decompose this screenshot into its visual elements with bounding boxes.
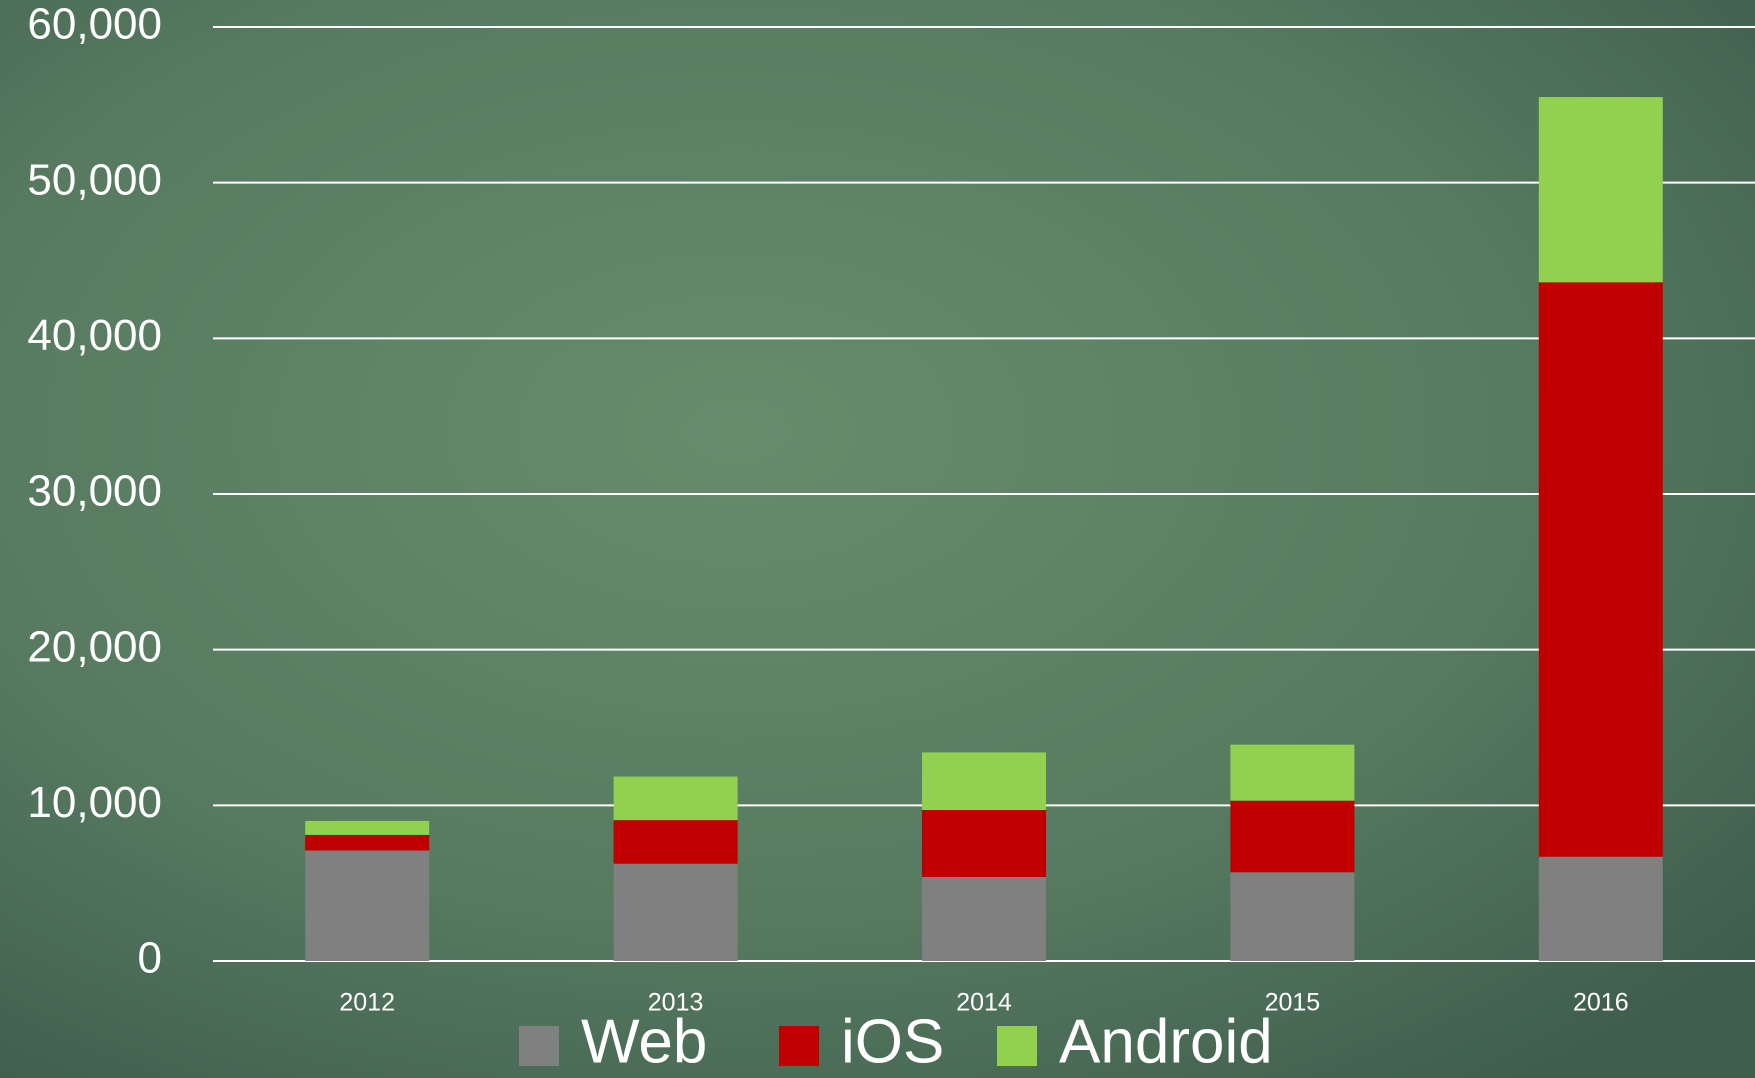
y-tick-label: 0 <box>138 934 162 983</box>
bar-segment <box>305 834 430 851</box>
bar-segment <box>613 776 738 821</box>
bar-segment <box>305 850 430 961</box>
bar-segment <box>305 820 430 835</box>
y-tick-label: 20,000 <box>27 622 162 671</box>
bar-segment <box>1538 282 1663 857</box>
y-tick-label: 50,000 <box>27 155 162 204</box>
legend-swatch <box>519 1026 559 1066</box>
bar-segment <box>1230 800 1355 873</box>
x-tick-label: 2013 <box>648 989 704 1017</box>
bar-segment <box>613 820 738 864</box>
x-tick-label: 2016 <box>1573 989 1629 1017</box>
legend-label: Android <box>1059 1007 1273 1076</box>
bar-segment <box>922 752 1046 811</box>
bar-segment <box>922 876 1046 961</box>
y-tick-label: 40,000 <box>27 311 162 360</box>
legend-label: iOS <box>841 1007 944 1076</box>
legend-label: Web <box>581 1007 707 1076</box>
y-tick-label: 30,000 <box>27 467 162 516</box>
x-tick-label: 2014 <box>956 989 1012 1017</box>
x-tick-label: 2015 <box>1265 989 1321 1017</box>
legend-swatch <box>779 1026 819 1066</box>
y-tick-label: 60,000 <box>27 0 162 49</box>
bar-segment <box>613 863 738 961</box>
y-tick-label: 10,000 <box>27 778 162 827</box>
bar-segment <box>1230 872 1355 961</box>
bar-segment <box>1538 856 1663 961</box>
bar-segment <box>1538 97 1663 283</box>
bar-segment <box>922 810 1046 877</box>
bar-segment <box>1230 744 1355 801</box>
legend-swatch <box>997 1026 1037 1066</box>
x-tick-label: 2012 <box>339 989 395 1017</box>
